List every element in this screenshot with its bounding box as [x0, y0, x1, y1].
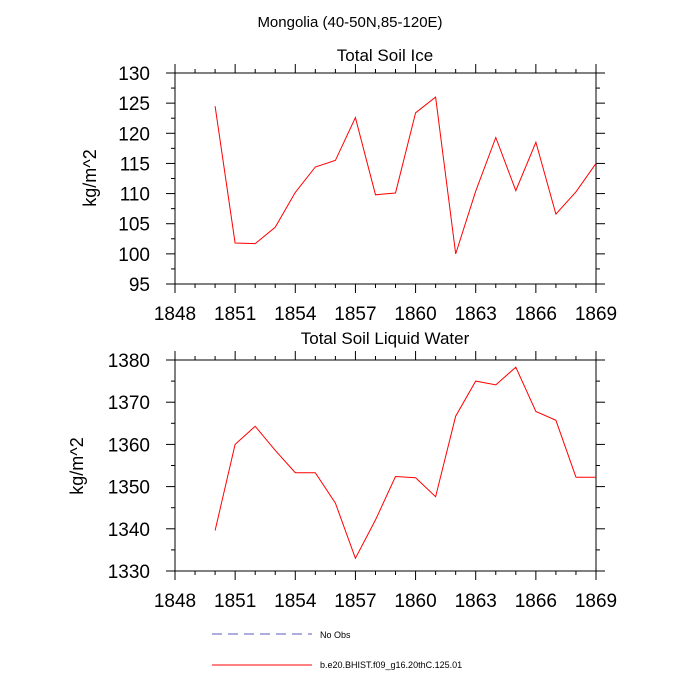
y-tick-label: 1330: [108, 562, 150, 583]
y-tick-label: 125: [118, 94, 150, 115]
x-tick-label: 1860: [394, 591, 436, 612]
plot-frame-soil-liquid-water: [174, 359, 597, 572]
x-tick-label: 1863: [455, 591, 497, 612]
panel-title-soil-liquid-water: Total Soil Liquid Water: [301, 329, 470, 348]
ticks-soil-liquid-water: 1848 1851 1854 1857 1860 1863 1866 1869 1330 1340…: [108, 351, 617, 612]
x-tick-label: 1851: [214, 304, 256, 325]
x-tick-label: 1866: [515, 304, 557, 325]
ticks-soil-ice: 1848 1851 1854 1857 1860 1863 1866 1869 95 100 105…: [118, 64, 617, 325]
y-tick-label: 1360: [108, 435, 150, 456]
y-tick-label: 95: [129, 275, 150, 296]
x-tick-label: 1860: [394, 304, 436, 325]
x-tick-label: 1848: [154, 304, 196, 325]
legend-label-no-obs: No Obs: [320, 630, 351, 640]
x-tick-label: 1854: [274, 591, 317, 612]
panel-soil-ice: Total Soil Ice 1848 1851 1854 1857 1860 1863 1…: [80, 46, 617, 325]
x-tick-label: 1863: [455, 304, 497, 325]
y-tick-label: 105: [118, 215, 150, 236]
series-line-soil-liquid-water: [214, 366, 596, 560]
y-tick-label: 1380: [108, 351, 150, 372]
y-tick-label: 110: [120, 185, 150, 206]
panel-soil-liquid-water: Total Soil Liquid Water 1848 1851 1854 1857…: [67, 329, 617, 612]
x-tick-label: 1869: [575, 304, 617, 325]
series-line-soil-ice: [214, 96, 597, 255]
panel-title-soil-ice: Total Soil Ice: [337, 46, 433, 65]
legend: No Obs b.e20.BHIST.f09_g16.20thC.125.01: [212, 630, 462, 670]
y-tick-label: 1370: [108, 393, 150, 414]
x-tick-label: 1848: [154, 591, 196, 612]
y-tick-label: 100: [118, 245, 150, 266]
y-tick-label: 120: [118, 124, 150, 145]
y-tick-label: 130: [118, 64, 150, 85]
ylabel-soil-liquid-water: kg/m^2: [67, 437, 87, 494]
x-tick-label: 1857: [334, 591, 376, 612]
y-tick-label: 1340: [108, 520, 150, 541]
legend-label-model: b.e20.BHIST.f09_g16.20thC.125.01: [320, 660, 462, 670]
x-tick-label: 1854: [274, 304, 317, 325]
x-tick-label: 1857: [334, 304, 376, 325]
figure-title: Mongolia (40-50N,85-120E): [257, 14, 442, 31]
ylabel-soil-ice: kg/m^2: [80, 149, 100, 206]
x-tick-label: 1851: [214, 591, 256, 612]
y-tick-label: 1350: [108, 478, 150, 499]
plot-frame-soil-ice: [174, 72, 597, 285]
x-tick-label: 1866: [515, 591, 557, 612]
x-tick-label: 1869: [575, 591, 617, 612]
y-tick-label: 115: [120, 154, 150, 175]
